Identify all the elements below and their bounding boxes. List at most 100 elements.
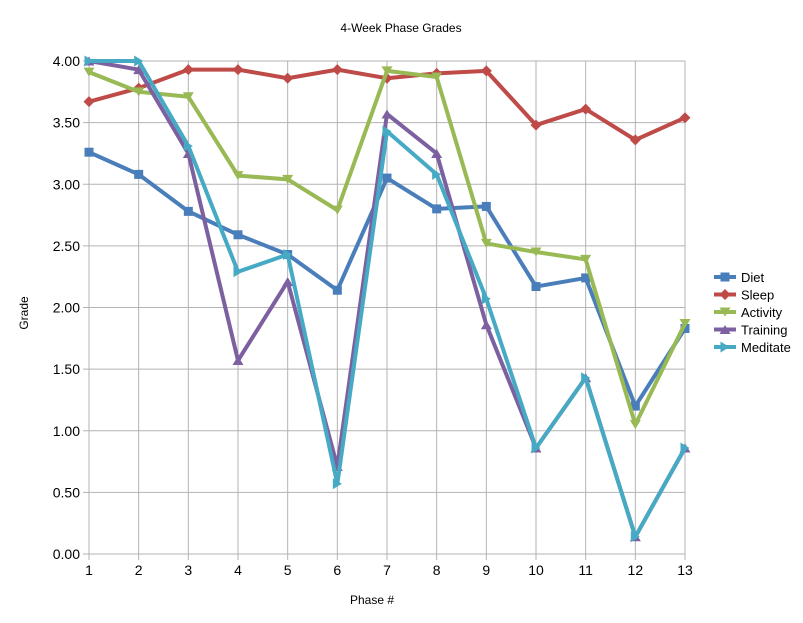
- data-point-diet: [432, 204, 442, 214]
- x-tick-label: 2: [135, 562, 143, 578]
- y-tick-label: 2.00: [53, 300, 80, 316]
- data-point-sleep: [83, 96, 95, 108]
- data-point-diet: [382, 173, 392, 183]
- data-point-meditate: [332, 478, 342, 490]
- legend-item-sleep: Sleep: [714, 288, 774, 303]
- legend-label-diet: Diet: [741, 270, 765, 285]
- data-point-meditate: [382, 125, 392, 137]
- y-tick-label: 1.50: [53, 361, 80, 377]
- data-point-activity: [431, 72, 443, 82]
- y-tick-label: 3.50: [53, 115, 80, 131]
- data-point-meditate: [283, 249, 293, 261]
- data-point-diet: [581, 273, 591, 283]
- data-point-training: [133, 65, 145, 75]
- data-point-sleep: [629, 134, 641, 146]
- legend-item-activity: Activity: [714, 305, 783, 320]
- legend-marker-training: [719, 325, 731, 334]
- data-point-meditate: [432, 168, 442, 180]
- legend: Diet Sleep Activity Training Meditate: [714, 270, 791, 355]
- x-axis-ticks: 1 2 3 4 5 6 7 8 9 10 11 12 13: [85, 554, 693, 578]
- data-point-sleep: [182, 64, 194, 76]
- data-point-activity: [182, 92, 194, 102]
- data-point-diet: [134, 169, 144, 179]
- x-tick-label: 10: [528, 562, 544, 578]
- data-point-diet: [630, 401, 640, 411]
- data-point-sleep: [580, 103, 592, 115]
- legend-item-diet: Diet: [714, 270, 765, 285]
- data-point-activity: [282, 174, 294, 184]
- data-point-training: [431, 148, 443, 158]
- data-point-diet: [183, 206, 193, 216]
- x-tick-label: 4: [234, 562, 242, 578]
- y-tick-label: 4.00: [53, 53, 80, 69]
- y-tick-label: 0.00: [53, 546, 80, 562]
- legend-label-activity: Activity: [741, 305, 783, 320]
- data-point-sleep: [480, 65, 492, 77]
- x-tick-label: 6: [333, 562, 341, 578]
- data-point-activity: [232, 171, 244, 181]
- data-point-training: [232, 355, 244, 365]
- legend-marker-sleep: [719, 289, 731, 300]
- data-point-meditate: [481, 293, 491, 305]
- chart-title: 4-Week Phase Grades: [340, 21, 461, 35]
- legend-label-training: Training: [741, 323, 787, 338]
- data-point-diet: [680, 323, 690, 333]
- data-point-meditate: [581, 372, 591, 384]
- data-point-sleep: [232, 64, 244, 76]
- series-meditate: [84, 55, 690, 543]
- data-point-diet: [332, 285, 342, 295]
- legend-label-sleep: Sleep: [741, 288, 774, 303]
- data-point-meditate: [531, 442, 541, 454]
- data-point-meditate: [84, 55, 94, 67]
- legend-label-meditate: Meditate: [741, 340, 791, 355]
- data-point-meditate: [630, 531, 640, 543]
- data-point-activity: [480, 238, 492, 248]
- data-point-meditate: [233, 266, 243, 278]
- series-activity: [83, 66, 691, 430]
- data-point-training: [381, 109, 393, 119]
- y-tick-label: 2.50: [53, 238, 80, 254]
- data-point-activity: [580, 254, 592, 264]
- data-point-activity: [530, 247, 542, 257]
- y-tick-label: 0.50: [53, 484, 80, 500]
- x-tick-label: 11: [578, 562, 593, 578]
- x-tick-label: 3: [184, 562, 192, 578]
- data-point-training: [480, 320, 492, 330]
- data-point-meditate: [680, 442, 690, 454]
- data-point-meditate: [183, 140, 193, 152]
- data-point-diet: [233, 230, 243, 240]
- x-tick-label: 1: [85, 562, 93, 578]
- x-axis-label: Phase #: [350, 593, 394, 607]
- data-point-sleep: [331, 64, 343, 76]
- data-point-activity: [133, 87, 145, 97]
- data-point-sleep: [679, 112, 691, 124]
- data-point-sleep: [282, 72, 294, 84]
- data-point-activity: [331, 205, 343, 215]
- x-tick-label: 5: [284, 562, 292, 578]
- series-group: [83, 55, 691, 543]
- x-tick-label: 9: [482, 562, 490, 578]
- legend-marker-diet: [720, 272, 730, 282]
- data-point-activity: [629, 420, 641, 430]
- y-tick-label: 1.00: [53, 423, 80, 439]
- legend-item-training: Training: [714, 323, 787, 338]
- data-point-activity: [381, 66, 393, 76]
- legend-item-meditate: Meditate: [714, 340, 791, 355]
- y-axis-ticks: 0.00 0.50 1.00 1.50 2.00 2.50 3.00 3.50 4.00: [53, 53, 89, 562]
- legend-marker-activity: [719, 307, 731, 317]
- x-tick-label: 12: [628, 562, 644, 578]
- y-tick-label: 3.00: [53, 176, 80, 192]
- data-point-sleep: [530, 119, 542, 131]
- x-tick-label: 8: [433, 562, 441, 578]
- series-sleep: [83, 64, 691, 146]
- x-tick-label: 13: [677, 562, 693, 578]
- data-point-activity: [83, 67, 95, 77]
- data-point-meditate: [134, 55, 144, 67]
- data-point-diet: [531, 282, 541, 292]
- x-tick-label: 7: [383, 562, 391, 578]
- data-point-activity: [679, 319, 691, 329]
- data-point-diet: [84, 147, 94, 157]
- y-axis-label: Grade: [17, 296, 31, 330]
- data-point-training: [282, 277, 294, 287]
